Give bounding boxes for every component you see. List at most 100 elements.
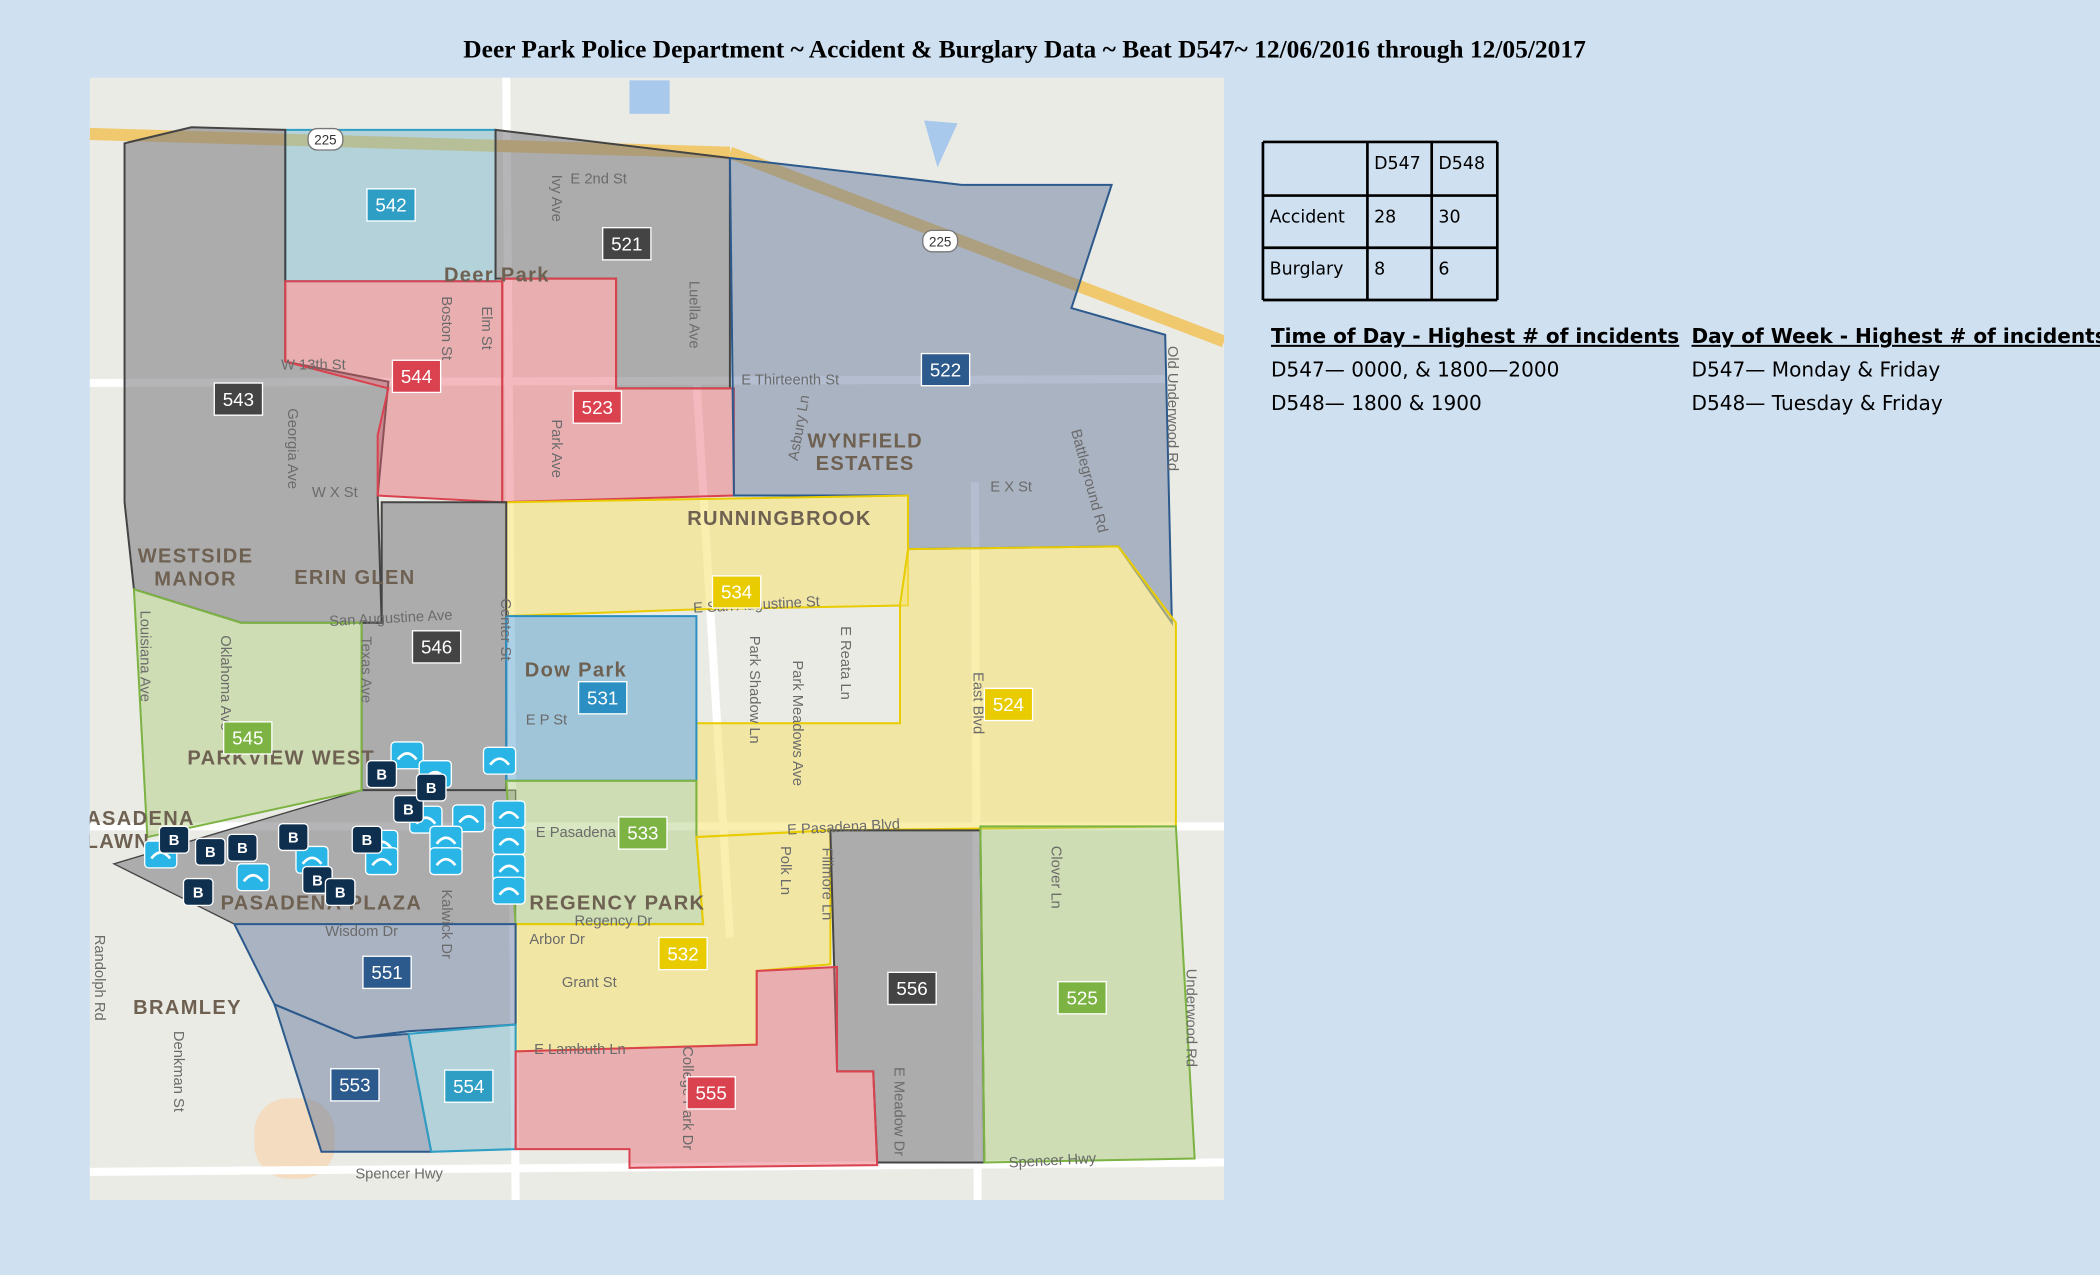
table-cell: 28 xyxy=(1374,207,1396,227)
burglary-marker xyxy=(227,833,258,862)
burglary-marker-label: B xyxy=(169,833,180,849)
beat-badge xyxy=(391,359,442,394)
title: Deer Park Police Department ~ Accident &… xyxy=(463,35,1586,64)
burglary-marker xyxy=(277,822,309,852)
street-label: Polk Ln xyxy=(777,846,793,895)
beat-label: 542 xyxy=(375,195,406,216)
column-header: D548 xyxy=(1438,154,1485,174)
burglary-marker xyxy=(366,760,398,789)
neighborhood-label: PASADENA PLAZA xyxy=(221,892,423,914)
street-label: Park Shadow Ln xyxy=(746,636,762,744)
street-label: East Blvd xyxy=(970,672,986,734)
street-label: Center St xyxy=(497,598,513,660)
burglary-marker xyxy=(351,825,383,854)
accident-icon xyxy=(498,864,520,873)
beat-badge xyxy=(411,630,462,664)
highway-shield xyxy=(307,127,344,151)
burglary-marker-label: B xyxy=(362,833,373,849)
burglary-marker xyxy=(393,794,424,823)
street-label: Park Ave xyxy=(548,419,564,478)
street-label: Randolph Rd xyxy=(91,935,107,1021)
note-line: D548— 1800 & 1900 xyxy=(1271,391,1482,415)
beat-label: 544 xyxy=(401,366,432,387)
neighborhood-label: PASADENA xyxy=(73,808,195,830)
street-label: E Pasadena Blvd xyxy=(787,817,901,839)
accident-icon xyxy=(435,857,457,867)
accident-marker xyxy=(236,863,270,892)
neighborhood-label: REGENCY PARK xyxy=(529,892,705,914)
beat-badge xyxy=(1057,981,1107,1015)
beat-badge xyxy=(213,382,264,416)
accident-marker xyxy=(492,800,526,829)
street-label: E Thirteenth St xyxy=(741,372,839,388)
burglary-marker-label: B xyxy=(312,873,323,889)
note-line: D548— Tuesday & Friday xyxy=(1692,391,1943,415)
table-cell: 8 xyxy=(1374,260,1385,280)
note-heading: Day of Week - Highest # of incidents xyxy=(1692,324,2100,348)
accident-icon xyxy=(301,856,323,865)
beat-badge xyxy=(686,1076,736,1110)
neighborhood-label: LAWN xyxy=(86,831,150,853)
street-label: Boston St xyxy=(438,296,454,360)
beat-label: 532 xyxy=(667,943,698,964)
beat-badge xyxy=(572,390,623,424)
accident-icon xyxy=(396,752,418,761)
beat-badge xyxy=(983,687,1034,722)
beat-area xyxy=(132,587,363,839)
note-line: D547— 0000, & 1800—2000 xyxy=(1271,357,1559,381)
water xyxy=(924,120,958,168)
beat-badge xyxy=(711,575,762,609)
highway-shield-label: 225 xyxy=(314,133,336,148)
burglary-marker-label: B xyxy=(376,767,387,783)
burglary-marker-label: B xyxy=(403,802,414,818)
burglary-marker-label: B xyxy=(426,781,437,797)
street-label: Arbor Dr xyxy=(529,932,585,948)
street-label: Luella Ave xyxy=(686,281,702,349)
accident-icon xyxy=(242,873,264,883)
street-label: Georgia Ave xyxy=(284,408,300,489)
accident-icon xyxy=(435,836,457,845)
highway-shield xyxy=(922,229,959,253)
burglary-marker-label: B xyxy=(237,841,248,857)
beat-label: 523 xyxy=(582,397,613,418)
note-line: D547— Monday & Friday xyxy=(1692,357,1941,381)
beat-label: 553 xyxy=(339,1075,370,1096)
column-header: D547 xyxy=(1374,154,1421,174)
street-label: Texas Ave xyxy=(358,636,374,703)
beat-badge xyxy=(887,971,937,1006)
row-header: Burglary xyxy=(1270,260,1344,280)
beat-badge xyxy=(602,227,652,261)
map: 225 225 E 2nd St Ivy Ave Boston St Elm St W 13… xyxy=(73,77,1225,1200)
data-table: D547 D548 Accident 28 30 Burglary 8 6 xyxy=(1261,140,1499,302)
beat-label: 543 xyxy=(223,389,254,410)
beat-label: 521 xyxy=(611,233,642,254)
street-label: W X St xyxy=(312,485,358,501)
park-area xyxy=(254,1098,335,1179)
burglary-marker xyxy=(415,773,447,802)
street-label: Elm St xyxy=(478,306,494,349)
accident-icon xyxy=(498,837,520,846)
table-cell: 30 xyxy=(1438,207,1460,227)
accident-marker xyxy=(492,827,526,856)
beat-label: 546 xyxy=(421,637,452,658)
accident-marker xyxy=(452,804,486,833)
street-label: E 2nd St xyxy=(570,171,626,187)
neighborhood-label: ERIN GLEN xyxy=(294,567,415,589)
burglary-marker xyxy=(182,877,214,907)
water xyxy=(629,80,670,114)
highway xyxy=(727,147,1225,348)
street-label: E Reata Ln xyxy=(837,626,853,700)
beat-label: 556 xyxy=(896,978,927,999)
street-label: Regency Dr xyxy=(575,913,653,929)
accident-marker xyxy=(429,847,463,876)
notes: Time of Day - Highest # of incidents D547… xyxy=(1271,324,2100,415)
burglary-marker xyxy=(194,837,226,866)
beat-area xyxy=(514,965,879,1169)
beat-badge xyxy=(618,816,668,850)
beat-label: 524 xyxy=(993,694,1024,715)
beat-label: 522 xyxy=(930,359,961,380)
street-label: San Augustine Ave xyxy=(329,608,453,630)
beat-label: 545 xyxy=(232,728,263,749)
beat-badge xyxy=(577,681,628,715)
